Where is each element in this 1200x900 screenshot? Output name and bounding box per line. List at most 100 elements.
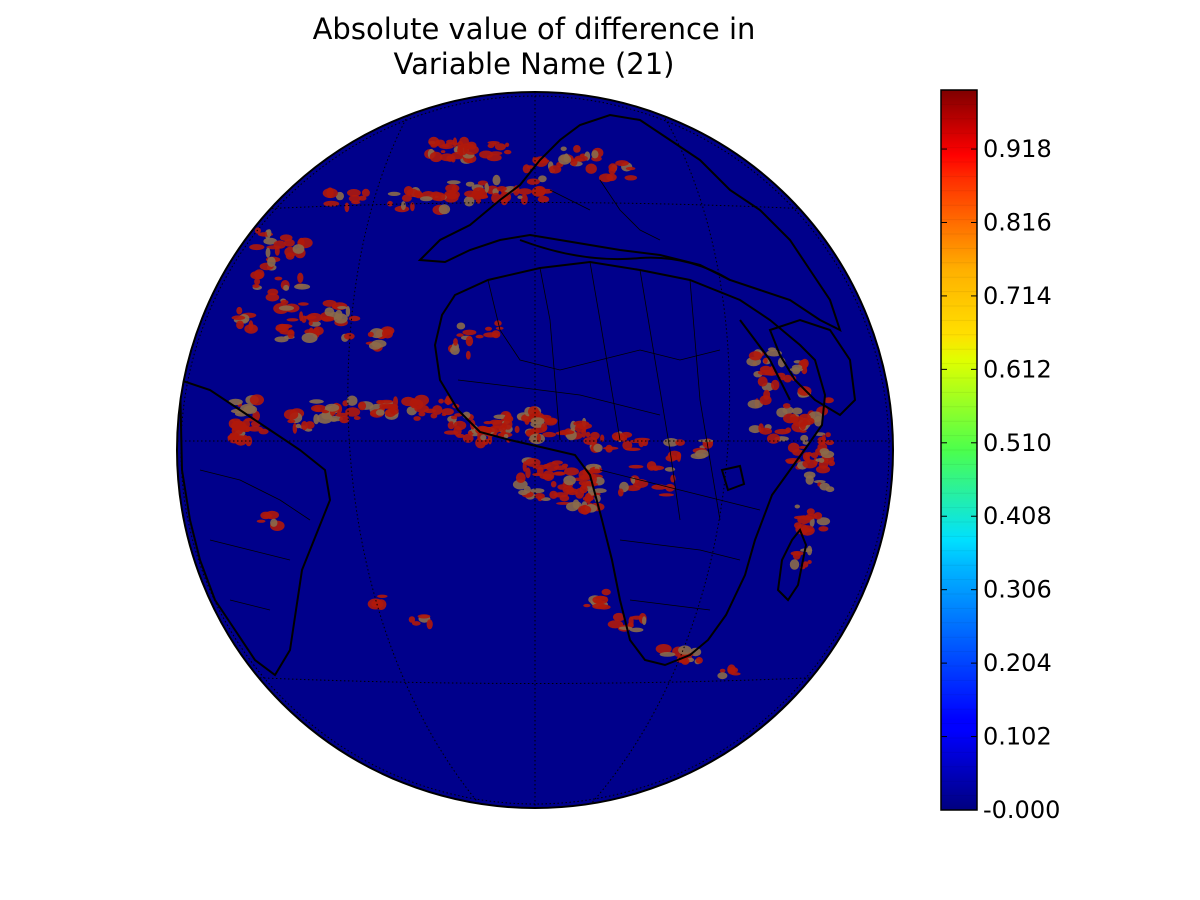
difference-patch: [254, 269, 265, 280]
difference-patch: [489, 151, 503, 156]
difference-patch: [717, 672, 728, 680]
difference-patch: [799, 422, 806, 431]
difference-patch: [573, 420, 590, 427]
difference-patch: [453, 420, 467, 431]
difference-patch: [414, 394, 429, 406]
difference-patch: [358, 195, 367, 201]
difference-patch: [539, 473, 554, 480]
difference-patch: [284, 239, 295, 247]
difference-patch: [791, 407, 803, 415]
difference-patch: [462, 433, 474, 443]
difference-patch: [453, 338, 458, 346]
difference-patch: [748, 351, 763, 361]
colorbar: 0.918 0.816 0.714 0.612 0.510 0.408 0.306 0.204…: [940, 89, 1060, 824]
difference-patch: [767, 433, 780, 444]
difference-patch: [345, 407, 361, 417]
difference-patch: [417, 614, 431, 619]
difference-patch: [536, 433, 541, 443]
difference-patch: [441, 413, 447, 416]
difference-patch: [787, 442, 800, 453]
difference-patch: [321, 316, 335, 322]
difference-patch: [243, 405, 258, 414]
difference-patch: [658, 493, 675, 497]
difference-patch: [802, 452, 810, 462]
difference-patch: [387, 191, 401, 196]
difference-patch: [695, 449, 710, 458]
difference-patch: [582, 496, 594, 502]
difference-patch: [593, 488, 607, 494]
difference-patch: [278, 305, 294, 311]
difference-patch: [675, 439, 685, 446]
difference-patch: [789, 559, 800, 570]
difference-patch: [322, 188, 338, 199]
difference-patch: [663, 438, 679, 447]
difference-patch: [540, 188, 553, 194]
difference-patch: [254, 278, 261, 285]
difference-patch: [581, 428, 587, 438]
difference-patch: [294, 283, 311, 290]
difference-patch: [601, 588, 611, 596]
difference-patch: [780, 376, 786, 381]
difference-patch: [530, 488, 545, 494]
difference-patch: [551, 460, 563, 465]
difference-patch: [544, 417, 558, 424]
difference-patch: [254, 227, 261, 234]
difference-patch: [537, 195, 550, 203]
difference-patch: [528, 406, 539, 417]
difference-patch: [441, 143, 450, 148]
difference-patch: [274, 246, 280, 256]
globe-limb-graticule: [180, 95, 890, 805]
difference-patch: [432, 405, 443, 415]
difference-patch: [802, 459, 818, 469]
difference-patch: [806, 545, 813, 556]
difference-patch: [247, 426, 263, 432]
colorbar-gradient: [941, 90, 977, 810]
difference-patch: [514, 425, 520, 433]
difference-patch: [438, 204, 451, 215]
difference-patch: [382, 328, 393, 339]
globe-outline: [176, 91, 894, 809]
difference-patch: [377, 594, 388, 598]
difference-patch: [818, 526, 829, 532]
difference-patch: [483, 332, 499, 338]
difference-patch: [325, 403, 340, 412]
difference-patch: [452, 137, 458, 148]
difference-patch: [438, 398, 444, 404]
difference-patch: [512, 479, 528, 490]
difference-patch: [263, 237, 278, 245]
difference-patch: [591, 150, 599, 159]
difference-patch: [299, 311, 304, 322]
difference-patch: [339, 415, 350, 424]
difference-patch: [249, 394, 264, 406]
difference-patch: [813, 480, 826, 484]
difference-patch: [252, 284, 260, 288]
difference-patch: [465, 181, 475, 187]
colorbar-tick-label: 0.408: [983, 502, 1052, 530]
difference-patch: [228, 419, 236, 428]
difference-patch: [313, 406, 321, 412]
difference-patch: [408, 616, 416, 623]
difference-patch: [801, 515, 814, 521]
difference-patch: [287, 419, 296, 424]
difference-patch: [439, 153, 455, 162]
difference-patch: [321, 409, 330, 414]
difference-patch: [285, 252, 295, 260]
difference-patch: [376, 400, 384, 405]
difference-patch: [348, 194, 361, 203]
difference-patch: [564, 467, 579, 476]
difference-patch: [530, 417, 545, 425]
difference-patch: [357, 401, 367, 411]
difference-patch: [367, 598, 384, 610]
difference-patch: [270, 518, 278, 527]
difference-patch: [492, 174, 501, 186]
difference-patch: [475, 425, 490, 435]
difference-patch: [418, 411, 426, 417]
difference-patch: [267, 256, 276, 267]
difference-patch: [515, 472, 526, 484]
difference-patch: [790, 551, 804, 556]
difference-patch: [503, 434, 509, 439]
difference-patch: [774, 428, 790, 435]
difference-patch: [458, 145, 464, 157]
difference-patch: [493, 414, 507, 420]
difference-patch: [267, 288, 279, 296]
